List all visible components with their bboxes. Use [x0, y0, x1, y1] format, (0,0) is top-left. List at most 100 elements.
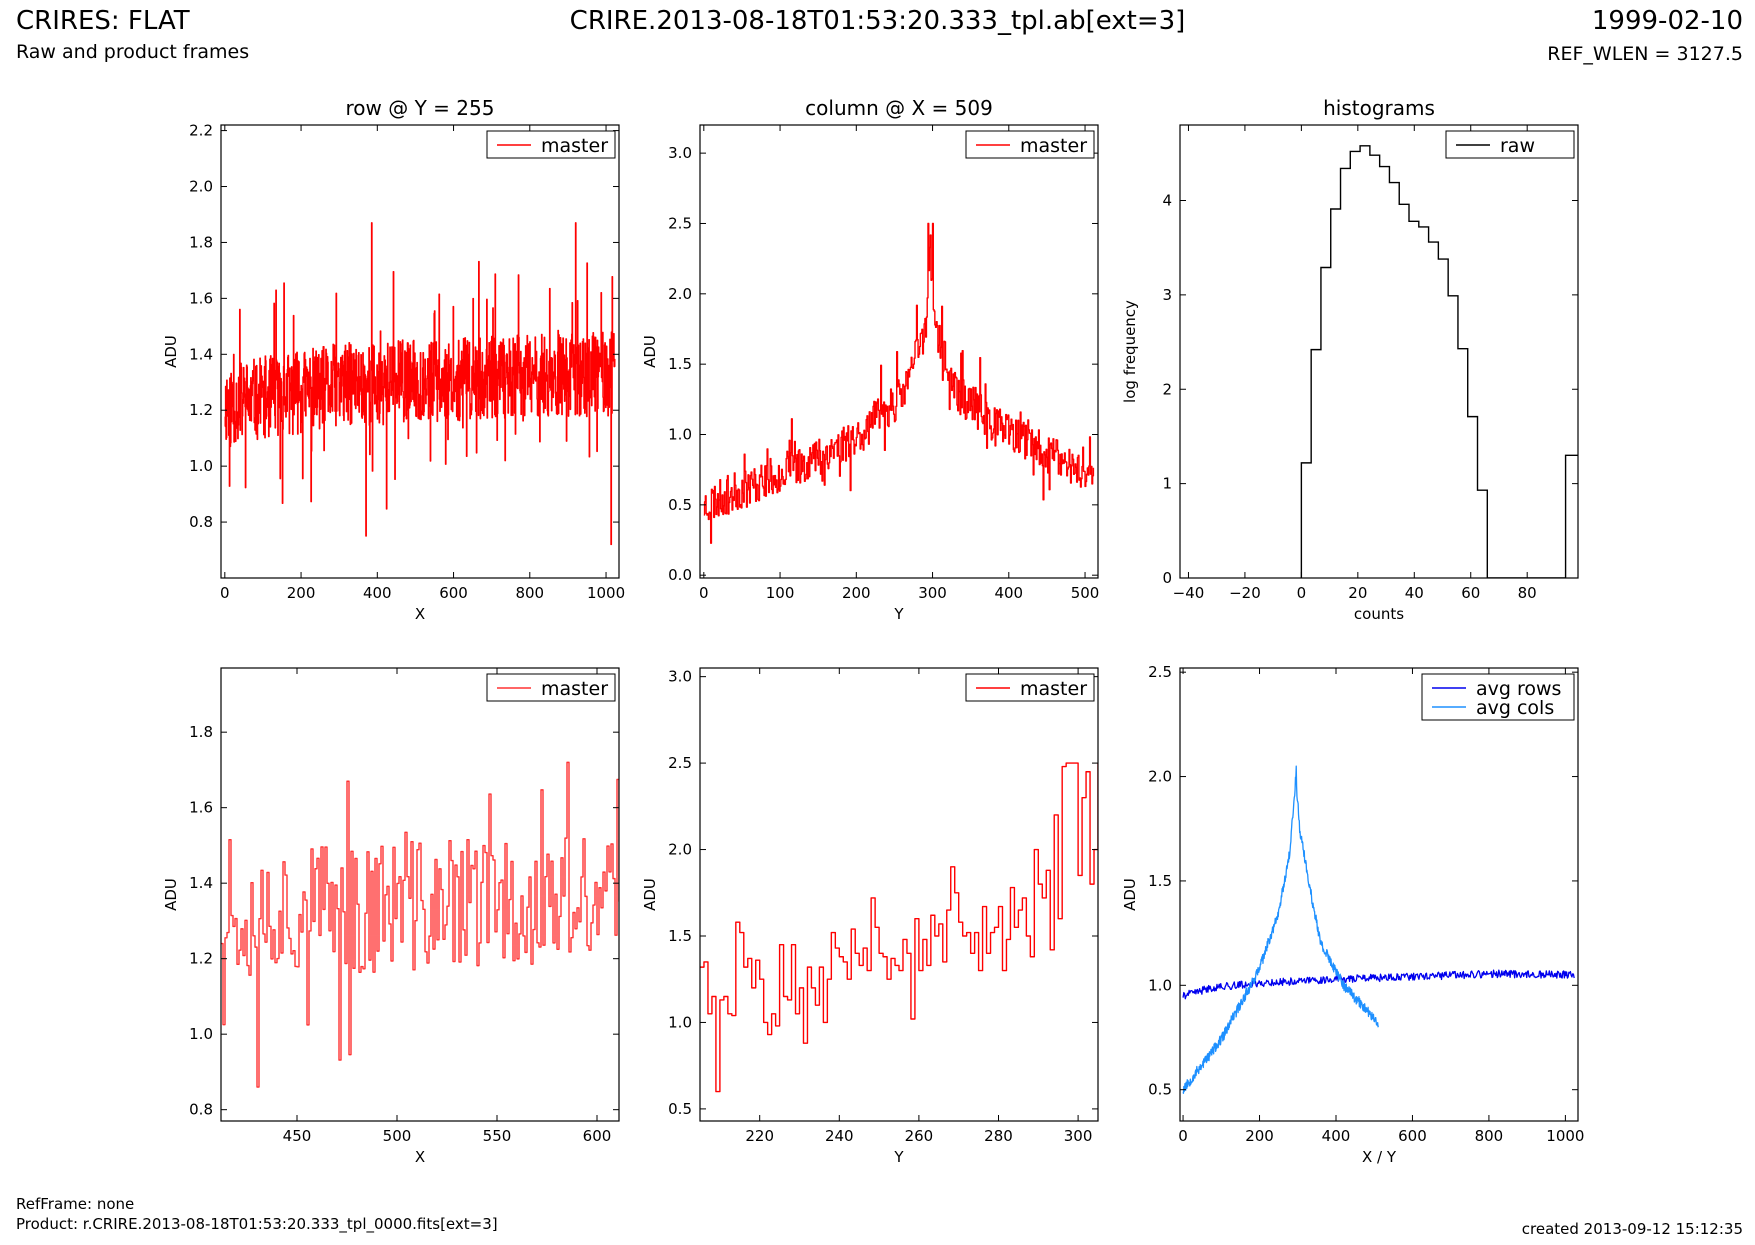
x-tick-label: −40: [1173, 584, 1205, 602]
x-tick-label: 0: [699, 584, 709, 602]
y-tick-label: 2.5: [668, 754, 692, 772]
x-axis-label: X: [415, 605, 425, 623]
x-axis-label: X / Y: [1362, 1148, 1397, 1166]
series-avg-rows: [1182, 969, 1575, 1000]
y-tick-label: 3.0: [668, 144, 692, 162]
y-axis-label: ADU: [162, 878, 180, 911]
y-axis-label: ADU: [641, 878, 659, 911]
legend-label: avg rows: [1476, 678, 1561, 700]
created-note: created 2013-09-12 15:12:35: [1521, 1220, 1743, 1238]
x-tick-label: 1000: [587, 584, 625, 602]
refframe-note: RefFrame: none: [16, 1195, 135, 1213]
y-axis-label: ADU: [1121, 878, 1139, 911]
x-tick-label: 800: [1475, 1127, 1504, 1145]
x-tick-label: 300: [918, 584, 947, 602]
y-tick-label: 1.0: [1148, 976, 1172, 994]
x-tick-label: 450: [283, 1127, 312, 1145]
y-tick-label: 1.4: [189, 345, 213, 363]
legend-label: raw: [1500, 135, 1535, 157]
x-tick-label: 280: [984, 1127, 1013, 1145]
series-master: [221, 761, 619, 1088]
x-tick-label: 60: [1461, 584, 1480, 602]
panel-avg: 0 200 400 600 800 1000 0.5 1.0 1.5 2.0 2.5 X / Y ADU…: [1121, 663, 1584, 1166]
legend: master: [965, 673, 1095, 702]
legend-box: [1421, 673, 1575, 721]
y-tick-label: 2: [1162, 380, 1172, 398]
y-tick-label: 2.5: [668, 214, 692, 232]
y-tick-label: 2.0: [668, 285, 692, 303]
axes-frame: [699, 124, 1099, 579]
x-tick-label: 40: [1405, 584, 1424, 602]
x-tick-label: 200: [287, 584, 316, 602]
y-tick-label: 1.6: [189, 799, 213, 817]
y-tick-label: 1: [1162, 475, 1172, 493]
panel-colzoom: 220 240 260 280 300 0.5 1.0 1.5 2.0 2.5 3.0 Y ADU mas…: [641, 667, 1099, 1166]
y-tick-label: 2.5: [1148, 663, 1172, 681]
legend: master: [486, 673, 616, 702]
legend-label: master: [541, 135, 608, 157]
x-tick-label: 240: [825, 1127, 854, 1145]
panel-rowzoom: 450 500 550 600 0.8 1.0 1.2 1.4 1.6 1.8 X ADU master: [162, 667, 620, 1166]
x-tick-label: 400: [994, 584, 1023, 602]
plot-area: [700, 762, 1098, 1093]
x-tick-label: 80: [1518, 584, 1537, 602]
x-axis-label: Y: [893, 1148, 904, 1166]
y-tick-label: 1.2: [189, 401, 213, 419]
legend-label: master: [541, 678, 608, 700]
x-tick-label: 500: [383, 1127, 412, 1145]
product-note: Product: r.CRIRE.2013-08-18T01:53:20.333…: [16, 1215, 498, 1233]
x-tick-label: 600: [583, 1127, 612, 1145]
axes-frame: [1179, 124, 1579, 579]
y-tick-label: 1.4: [189, 874, 213, 892]
plot-area: [221, 761, 619, 1088]
page-title: CRIRES: FLAT: [16, 6, 190, 36]
x-tick-label: 220: [745, 1127, 774, 1145]
file-name: CRIRE.2013-08-18T01:53:20.333_tpl.ab[ext…: [569, 6, 1186, 36]
panel-title: histograms: [1323, 96, 1435, 120]
y-tick-label: 2.2: [189, 122, 213, 140]
y-tick-label: 1.0: [189, 457, 213, 475]
legend: master: [486, 130, 616, 159]
y-tick-label: 4: [1162, 192, 1172, 210]
page-subtitle: Raw and product frames: [16, 41, 250, 63]
axes-frame: [1179, 667, 1579, 1122]
x-tick-label: −20: [1229, 584, 1261, 602]
axes-frame: [220, 667, 620, 1122]
x-tick-label: 600: [439, 584, 468, 602]
x-axis-label: Y: [893, 605, 904, 623]
x-tick-label: 500: [1071, 584, 1100, 602]
plot-area: [1182, 765, 1575, 1094]
x-tick-label: 0: [1178, 1127, 1188, 1145]
x-tick-label: 400: [363, 584, 392, 602]
series-master: [224, 222, 616, 546]
y-tick-label: 1.6: [189, 289, 213, 307]
y-tick-label: 0.5: [668, 496, 692, 514]
y-tick-label: 1.2: [189, 950, 213, 968]
series-master: [700, 762, 1098, 1093]
x-tick-label: 200: [1245, 1127, 1274, 1145]
x-tick-label: 1000: [1546, 1127, 1584, 1145]
y-tick-label: 1.5: [668, 355, 692, 373]
y-tick-label: 2.0: [1148, 768, 1172, 786]
x-axis-label: counts: [1354, 605, 1404, 623]
panel-row: 0 200 400 600 800 1000 0.8 1.0 1.2 1.4 1.6 1.8 2.0 2.…: [162, 96, 625, 623]
series-master: [703, 222, 1095, 544]
x-tick-label: 550: [483, 1127, 512, 1145]
x-tick-label: 260: [905, 1127, 934, 1145]
observation-date: 1999-02-10: [1591, 6, 1743, 36]
x-axis-label: X: [415, 1148, 425, 1166]
legend: master: [965, 130, 1095, 159]
legend-label: master: [1020, 135, 1087, 157]
axes-frame: [699, 667, 1099, 1122]
y-tick-label: 3.0: [668, 668, 692, 686]
y-tick-label: 1.5: [668, 927, 692, 945]
x-tick-label: 600: [1398, 1127, 1427, 1145]
x-tick-label: 20: [1348, 584, 1367, 602]
y-tick-label: 1.8: [189, 233, 213, 251]
plot-area: [1300, 145, 1578, 578]
panel-title: column @ X = 509: [805, 96, 993, 120]
ref-wavelength: REF_WLEN = 3127.5: [1547, 43, 1743, 65]
y-tick-label: 0.0: [668, 566, 692, 584]
